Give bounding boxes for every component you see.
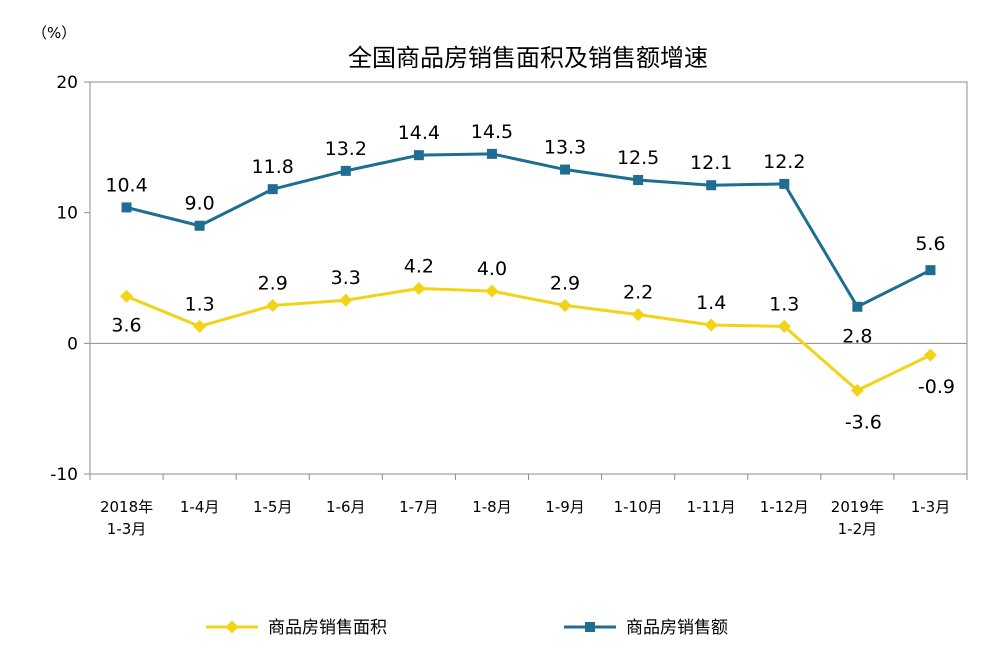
data-label: 2.9 — [258, 272, 288, 294]
x-tick-label: 1-5月 — [253, 498, 293, 516]
data-label: -0.9 — [918, 376, 955, 398]
y-unit-label: （%） — [32, 24, 76, 42]
data-point — [779, 178, 790, 189]
data-label: 3.3 — [331, 267, 361, 289]
data-point — [485, 284, 499, 298]
axes: 20 10 0 -10 2018年 1-3月 1-4月 1-5月 1-6月 1-7月 1-8月 1-9… — [50, 73, 968, 538]
y-tick-label: 0 — [67, 334, 78, 354]
data-label: -3.6 — [845, 411, 882, 433]
data-point — [558, 298, 572, 312]
x-tick-label: 1-8月 — [472, 498, 512, 516]
x-tick-label: 1-4月 — [180, 498, 220, 516]
data-point — [923, 348, 937, 362]
data-point — [486, 148, 497, 159]
data-point — [266, 298, 280, 312]
data-label: 2.8 — [842, 326, 872, 348]
x-tick-label: 1-9月 — [545, 498, 585, 516]
data-point — [777, 319, 791, 333]
data-point — [120, 289, 134, 303]
series-line-1 — [126, 152, 932, 309]
data-point — [193, 319, 207, 333]
data-label: 5.6 — [915, 233, 945, 255]
data-point — [850, 383, 864, 397]
x-tick-label: 2019年 — [831, 498, 884, 516]
data-point — [340, 165, 351, 176]
x-tick-label: 1-12月 — [760, 498, 809, 516]
x-tick-label: 1-7月 — [399, 498, 439, 516]
data-labels-layer: 3.6 1.3 2.9 3.3 4.2 4.0 2.9 2.2 1.4 1.3 -3.6 -0.9 10… — [105, 121, 955, 434]
data-point — [339, 293, 353, 307]
legend-marker — [225, 620, 239, 634]
data-label: 9.0 — [185, 193, 215, 215]
data-label: 1.4 — [696, 292, 726, 314]
data-label: 2.2 — [623, 282, 653, 304]
legend-label: 商品房销售额 — [626, 618, 728, 638]
plot-area-frame — [89, 81, 968, 475]
data-point — [194, 220, 205, 231]
x-tick-label: 2018年 — [100, 498, 153, 516]
data-point — [412, 281, 426, 295]
data-point — [413, 150, 424, 161]
x-tick-label: 1-3月 — [911, 498, 951, 516]
x-tick-label: 1-3月 — [107, 520, 147, 538]
x-tick-label: 1-10月 — [614, 498, 663, 516]
legend-marker — [585, 622, 595, 632]
data-point — [121, 202, 132, 213]
data-point — [633, 175, 644, 185]
data-label: 11.8 — [252, 156, 294, 178]
data-label: 10.4 — [105, 174, 147, 196]
data-point — [704, 318, 718, 332]
data-point — [852, 301, 863, 312]
data-label: 4.2 — [404, 255, 434, 277]
data-label: 12.5 — [617, 147, 659, 169]
data-label: 12.2 — [763, 151, 805, 173]
legend: 商品房销售面积 商品房销售额 — [206, 618, 728, 638]
data-point — [560, 164, 571, 175]
data-label: 1.3 — [185, 293, 215, 315]
series-layer — [120, 148, 937, 397]
data-point — [631, 308, 645, 322]
data-label: 13.2 — [325, 138, 367, 160]
data-label: 3.6 — [111, 314, 141, 336]
x-tick-label: 1-6月 — [326, 498, 366, 516]
data-label: 14.4 — [398, 122, 440, 144]
data-label: 12.1 — [690, 152, 732, 174]
data-label: 1.3 — [769, 293, 799, 315]
y-tick-label: -10 — [50, 465, 78, 485]
data-label: 4.0 — [477, 258, 507, 280]
data-label: 13.3 — [544, 137, 586, 159]
data-label: 2.9 — [550, 272, 580, 294]
data-point — [925, 265, 936, 276]
data-point — [267, 184, 278, 195]
x-tick-label: 1-2月 — [838, 520, 878, 538]
legend-label: 商品房销售面积 — [268, 618, 387, 638]
chart-title: 全国商品房销售面积及销售额增速 — [348, 44, 708, 72]
y-tick-label: 10 — [56, 204, 78, 224]
data-label: 14.5 — [471, 121, 513, 143]
y-tick-label: 20 — [56, 73, 78, 93]
series-line-0 — [125, 286, 932, 392]
x-tick-label: 1-11月 — [687, 498, 736, 516]
data-point — [706, 180, 717, 191]
